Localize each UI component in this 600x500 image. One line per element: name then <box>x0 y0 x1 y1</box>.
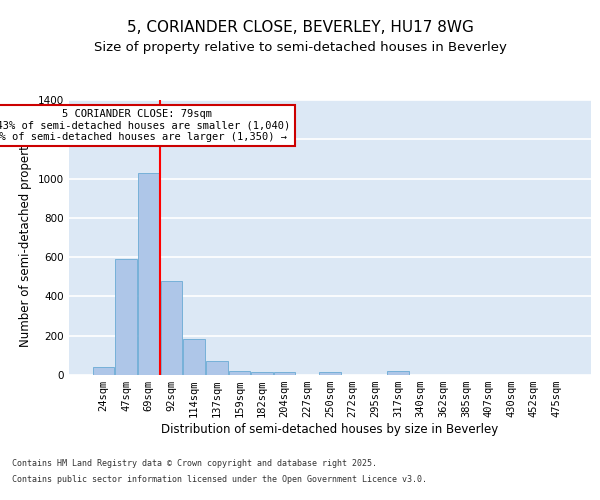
Bar <box>229 371 250 375</box>
Text: 5, CORIANDER CLOSE, BEVERLEY, HU17 8WG: 5, CORIANDER CLOSE, BEVERLEY, HU17 8WG <box>127 20 473 35</box>
Text: 5 CORIANDER CLOSE: 79sqm
← 43% of semi-detached houses are smaller (1,040)
55% o: 5 CORIANDER CLOSE: 79sqm ← 43% of semi-d… <box>0 109 290 142</box>
Bar <box>274 372 295 375</box>
Bar <box>93 367 114 375</box>
Bar <box>387 371 409 375</box>
Text: Contains HM Land Registry data © Crown copyright and database right 2025.: Contains HM Land Registry data © Crown c… <box>12 460 377 468</box>
X-axis label: Distribution of semi-detached houses by size in Beverley: Distribution of semi-detached houses by … <box>161 423 499 436</box>
Text: Size of property relative to semi-detached houses in Beverley: Size of property relative to semi-detach… <box>94 41 506 54</box>
Bar <box>138 172 160 375</box>
Bar <box>161 280 182 375</box>
Bar <box>115 259 137 375</box>
Bar <box>319 372 341 375</box>
Text: Contains public sector information licensed under the Open Government Licence v3: Contains public sector information licen… <box>12 474 427 484</box>
Y-axis label: Number of semi-detached properties: Number of semi-detached properties <box>19 128 32 347</box>
Bar <box>206 361 227 375</box>
Bar <box>251 372 273 375</box>
Bar <box>184 338 205 375</box>
